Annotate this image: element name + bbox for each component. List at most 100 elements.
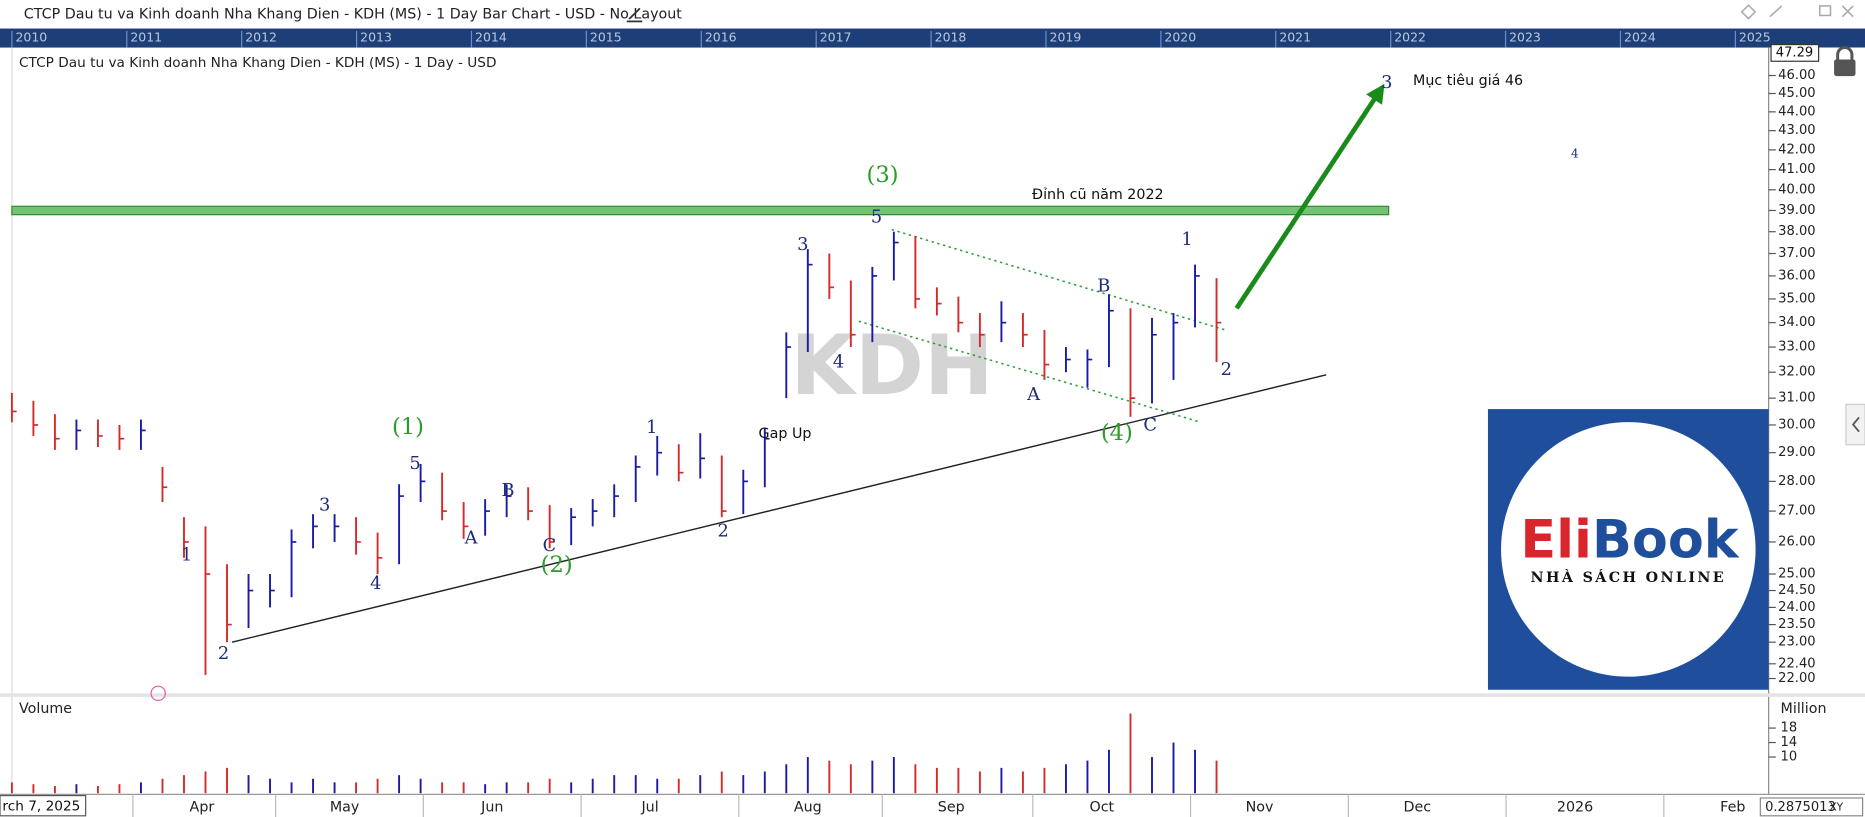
navigator-year: 2019 (1050, 30, 1082, 45)
resistance-zone (11, 205, 1390, 216)
annotation: 2 (717, 521, 728, 542)
y-tick-label: 33.00 (1778, 340, 1815, 355)
price-axis-panel (1768, 47, 1865, 696)
x-tick-label: Nov (1246, 799, 1274, 815)
channel-line (891, 228, 1226, 331)
annotation: B (501, 480, 514, 501)
y-tick-label: 32.00 (1778, 365, 1815, 380)
x-tick-label: Feb (1720, 799, 1745, 815)
annotation: 2 (1221, 359, 1232, 380)
y-tick-label: 28.00 (1778, 474, 1815, 489)
lock-icon[interactable] (1834, 46, 1856, 77)
y-tick-label: 29.00 (1778, 445, 1815, 460)
x-tick-label: Apr (190, 799, 215, 815)
y-tick-label: 40.00 (1778, 182, 1815, 197)
annotation: C (543, 535, 557, 556)
footer-mode[interactable]: XY (1829, 800, 1843, 813)
y-tick-label: 38.00 (1778, 224, 1815, 239)
start-label: rch 7, 2025 (2, 798, 80, 814)
navigator-year: 2010 (15, 30, 47, 45)
navigator-year: 2020 (1164, 30, 1196, 45)
volume-tick-label: 10 (1781, 750, 1798, 765)
volume-tick-label: 18 (1781, 721, 1798, 736)
x-tick-label: Jun (480, 799, 503, 815)
watermark: KDH (790, 317, 993, 414)
volume-tick-label: 14 (1781, 735, 1798, 750)
navigator-year: 2015 (590, 30, 622, 45)
x-tick-label: May (330, 799, 360, 815)
window-controls[interactable] (1740, 4, 1854, 20)
y-tick-label: 31.00 (1778, 391, 1815, 406)
y-tick-label: 22.00 (1778, 671, 1815, 686)
y-tick-label: 42.00 (1778, 142, 1815, 157)
y-tick-label: 23.00 (1778, 635, 1815, 650)
x-tick-label: Aug (794, 799, 822, 815)
volume-title: Volume (19, 701, 72, 717)
annotation: Gap Up (759, 426, 812, 442)
annotation: B (1097, 276, 1110, 297)
y-tick-label: 22.40 (1778, 656, 1815, 671)
y-tick-label: 27.00 (1778, 504, 1815, 519)
annotation: 3 (319, 494, 330, 515)
start-label-box (0, 794, 87, 817)
navigator-year: 2013 (360, 30, 392, 45)
navigator-year: 2023 (1509, 30, 1541, 45)
marker (150, 685, 166, 702)
navigator-year: 2022 (1394, 30, 1426, 45)
annotation: 4 (370, 573, 381, 594)
navigator-year: 2021 (1279, 30, 1311, 45)
y-tick-label: 43.00 (1778, 123, 1815, 138)
target-arrow (1234, 83, 1385, 310)
y-tick-label: 24.50 (1778, 583, 1815, 598)
x-tick-label: Dec (1403, 799, 1431, 815)
y-tick-label: 39.00 (1778, 203, 1815, 218)
y-tick-label: 46.00 (1778, 68, 1815, 83)
annotation: 2 (218, 643, 229, 664)
y-tick-label: 45.00 (1778, 86, 1815, 101)
footer-box (1759, 797, 1864, 817)
navigator-year: 2012 (245, 30, 277, 45)
annotation: (3) (867, 162, 899, 188)
trendline (231, 374, 1327, 643)
logo: EliBook NHÀ SÁCH ONLINE (1487, 409, 1769, 690)
volume-unit: Million (1781, 701, 1827, 717)
annotation: 4 (1571, 147, 1579, 161)
y-tick-label: 23.50 (1778, 617, 1815, 632)
annotation: 5 (871, 207, 882, 228)
annotation: A (464, 528, 479, 549)
edit-icon[interactable] (626, 7, 643, 23)
annotation: A (1026, 384, 1041, 405)
y-tick-label: 24.00 (1778, 600, 1815, 615)
chart-subtitle: CTCP Dau tu va Kinh doanh Nha Khang Dien… (19, 55, 496, 71)
panel-separator (0, 693, 1865, 697)
y-tick-label: 44.00 (1778, 104, 1815, 119)
y-tick-label: 37.00 (1778, 246, 1815, 261)
annotation: (1) (392, 414, 424, 440)
x-tick-label: Oct (1089, 799, 1114, 815)
annotation: 3 (797, 234, 808, 255)
navigator-year: 2018 (935, 30, 967, 45)
logo-tagline: NHÀ SÁCH ONLINE (1531, 568, 1727, 586)
side-tab[interactable] (1845, 403, 1865, 446)
navigator-year: 2011 (130, 30, 162, 45)
navigator-year: 2016 (705, 30, 737, 45)
window-title: CTCP Dau tu va Kinh doanh Nha Khang Dien… (24, 6, 683, 22)
logo-name: EliBook (1520, 509, 1739, 570)
logo-name-part: Eli (1520, 509, 1592, 570)
annotation: 5 (409, 453, 420, 474)
annotation: (2) (541, 552, 573, 578)
footer-value: 0.2875013 (1765, 800, 1836, 815)
navigator[interactable] (0, 28, 1865, 48)
x-tick-label: Sep (938, 799, 965, 815)
annotation: 4 (833, 352, 844, 373)
last-price-box (1770, 43, 1820, 62)
annotation: 1 (181, 544, 192, 565)
y-tick-label: 35.00 (1778, 291, 1815, 306)
navigator-year: 2017 (820, 30, 852, 45)
y-tick-label: 34.00 (1778, 315, 1815, 330)
annotation: (4) (1101, 420, 1133, 446)
annotation: 3 (1381, 72, 1392, 93)
annotation: 1 (646, 417, 657, 438)
